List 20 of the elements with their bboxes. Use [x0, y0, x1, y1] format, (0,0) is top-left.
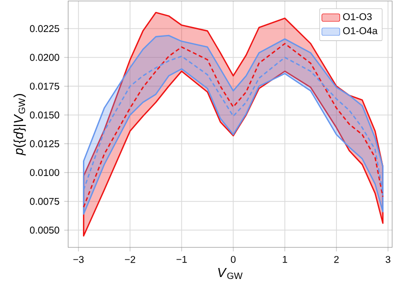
- x-axis-title: V$_{GW}$: [218, 268, 243, 280]
- x-tick-label: 2: [334, 256, 339, 263]
- x-tick-label: −2: [124, 256, 136, 263]
- y-tick-label: 0.0050: [30, 226, 60, 234]
- legend-label: O1-O4a: [343, 27, 378, 34]
- y-tick-label: 0.0150: [30, 112, 60, 119]
- x-tick-label: 3: [386, 256, 390, 264]
- x-tick-label: −1: [176, 256, 187, 263]
- y-tick-label: 0.0225: [30, 25, 60, 32]
- x-tick-label: 0: [230, 256, 236, 264]
- y-tick-label: 0.0200: [30, 54, 60, 62]
- y-tick-label: 0.0125: [30, 140, 60, 148]
- y-tick-label: 0.0075: [30, 198, 60, 205]
- x-tick-label: 1: [282, 256, 288, 263]
- y-tick-label: 0.0175: [30, 82, 60, 90]
- line-series: [82, 56, 384, 193]
- y-tick-label: 0.0100: [30, 169, 60, 176]
- legend-label: O1-O3: [343, 13, 372, 20]
- y-axis-title: p({d}|V$_{GW}$): [14, 94, 26, 156]
- x-tick-label: −3: [73, 256, 84, 264]
